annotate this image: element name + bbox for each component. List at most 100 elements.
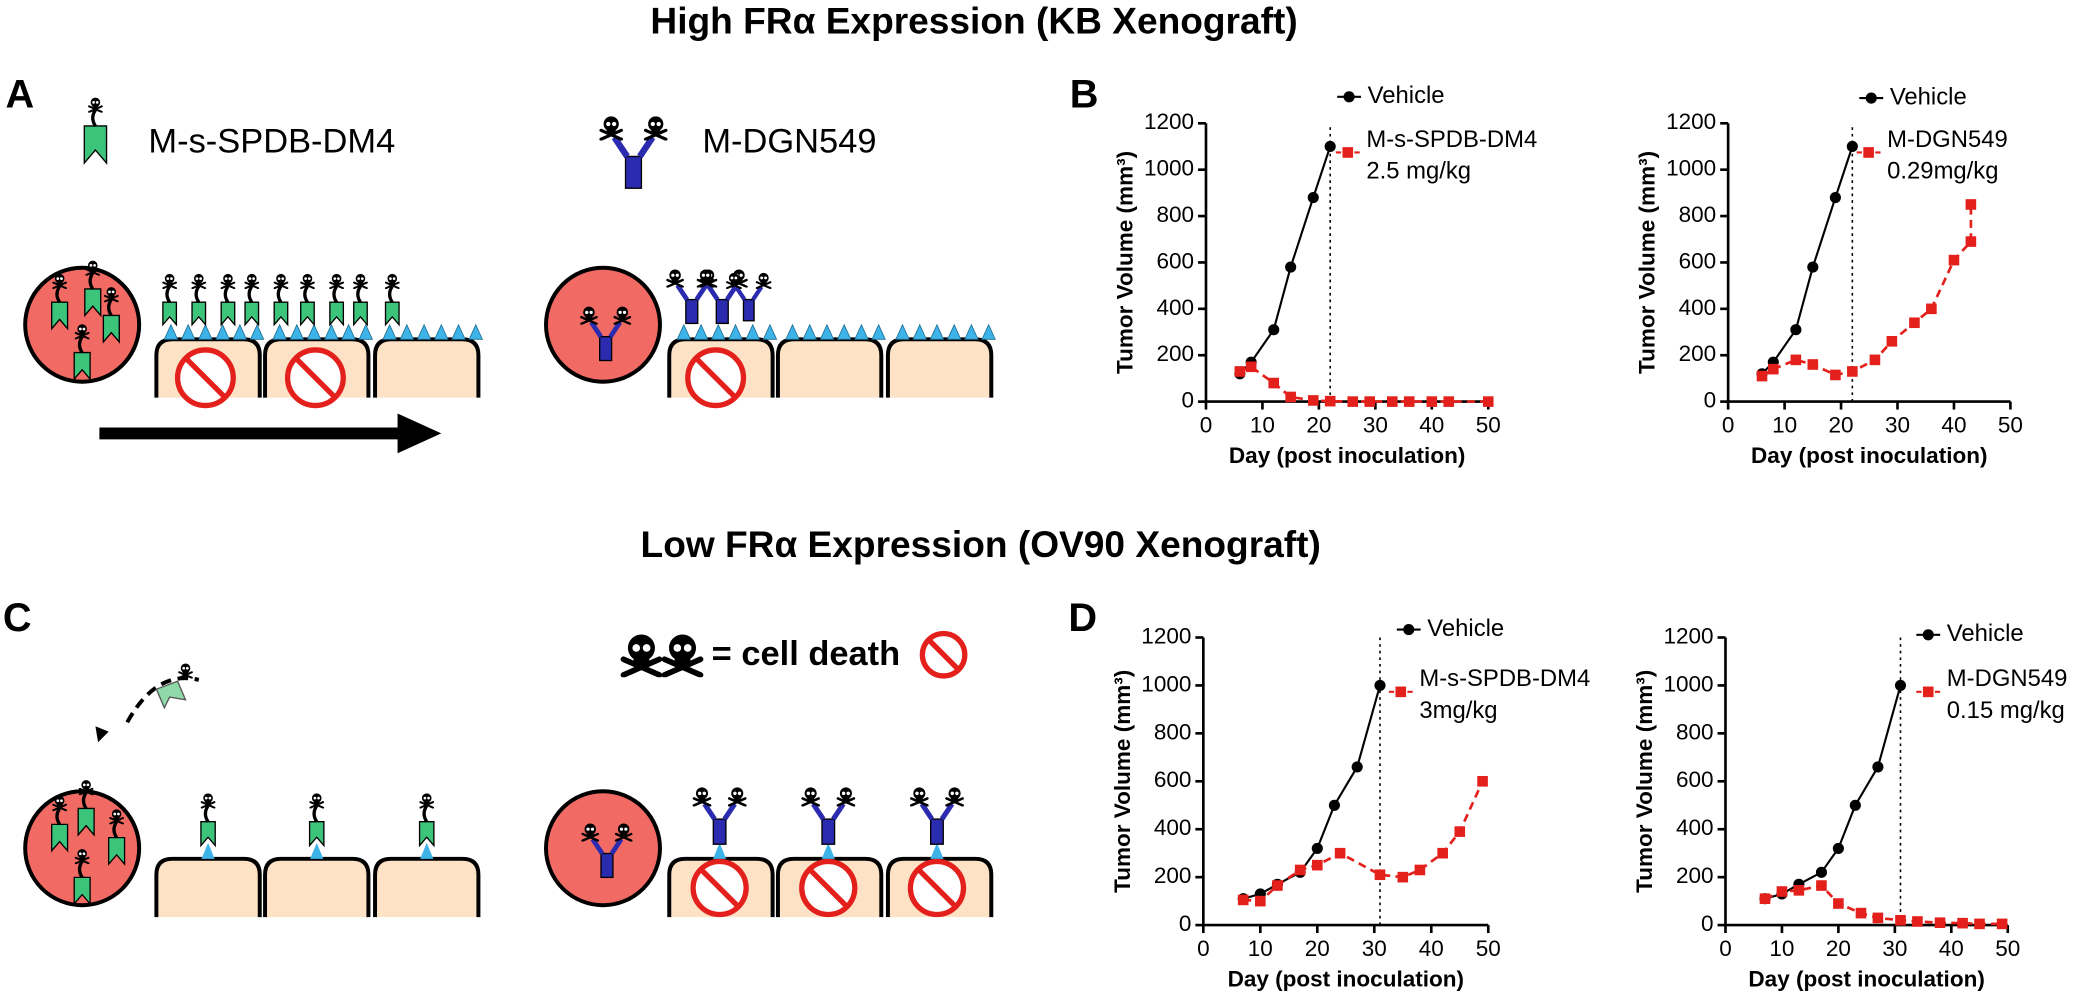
adc-green xyxy=(83,125,108,165)
chart: 0 200 400 600 800 1000 1200 0 10 20 30 40 50 Day (pos… xyxy=(1635,83,2023,468)
linker xyxy=(223,285,230,304)
tumor-cell xyxy=(544,789,662,908)
data-point xyxy=(1328,799,1340,811)
receptor xyxy=(785,323,800,340)
data-point xyxy=(1397,871,1409,883)
adc-blue xyxy=(624,155,643,189)
adc-green xyxy=(73,351,91,381)
data-point xyxy=(1245,361,1257,373)
data-point xyxy=(1948,254,1960,266)
data-point xyxy=(1926,303,1937,315)
diagram xyxy=(23,96,996,918)
no-sign-slash xyxy=(294,356,337,399)
legend-marker xyxy=(1863,147,1874,158)
legend-marker xyxy=(1403,623,1415,636)
receptor xyxy=(416,323,432,340)
data-point xyxy=(1855,907,1867,919)
adc-green xyxy=(162,301,178,327)
linker xyxy=(356,285,362,304)
adc-green xyxy=(102,314,120,344)
data-point xyxy=(1895,914,1906,926)
legend-label: M-DGN549 xyxy=(1947,665,2068,692)
receptor xyxy=(180,323,196,340)
cell xyxy=(775,337,884,398)
cell xyxy=(373,337,481,398)
y-tick-label: 1200 xyxy=(1144,109,1194,134)
data-point xyxy=(1268,324,1280,336)
receptor xyxy=(272,323,287,340)
adc-arms xyxy=(919,802,955,821)
x-tick-label: 30 xyxy=(1885,413,1910,438)
data-point xyxy=(1872,761,1884,773)
data-point xyxy=(1364,396,1376,407)
y-tick-label: 600 xyxy=(1154,767,1192,792)
data-point xyxy=(1815,866,1828,878)
y-tick-label: 200 xyxy=(1679,341,1717,366)
receptor xyxy=(871,323,886,340)
adc-green xyxy=(418,821,435,848)
data-point xyxy=(1307,395,1319,406)
legend-label: M-s-SPDB-DM4 xyxy=(1419,665,1590,692)
adc-green xyxy=(200,821,216,848)
y-tick-label: 400 xyxy=(1679,295,1717,320)
data-point xyxy=(1847,366,1858,377)
linker xyxy=(55,807,62,826)
receptor xyxy=(420,842,434,859)
chart: 0 200 400 600 800 1000 1200 0 10 20 30 40 50 Day (pos… xyxy=(1632,620,2067,992)
x-tick-label: 50 xyxy=(1476,936,1501,961)
panel-letter: D xyxy=(1068,596,1097,640)
linker xyxy=(203,804,210,823)
data-point xyxy=(1894,679,1907,691)
receptor xyxy=(341,323,356,340)
chart: 0 200 400 600 800 1000 1200 0 10 20 30 40 50 Day (pos… xyxy=(1112,82,1537,468)
x-tick-label: 30 xyxy=(1363,413,1388,438)
receptor xyxy=(964,323,979,340)
x-tick-label: 30 xyxy=(1362,936,1387,961)
legend-dose: 2.5 mg/kg xyxy=(1366,158,1471,185)
heading: High FRα Expression (KB Xenograft) xyxy=(650,0,1297,42)
data-point xyxy=(1414,864,1426,876)
legend-dose: 0.29mg/kg xyxy=(1887,158,1998,185)
receptor xyxy=(451,323,466,340)
legend-marker xyxy=(1922,629,1934,641)
adc-green xyxy=(273,301,289,327)
data-point xyxy=(1334,847,1346,859)
data-point xyxy=(1849,799,1861,811)
x-axis-label: Day (post inoculation) xyxy=(1748,967,1984,992)
receptor xyxy=(745,323,760,340)
y-tick-label: 600 xyxy=(1156,248,1194,273)
data-point xyxy=(1872,912,1884,924)
y-tick-label: 1000 xyxy=(1141,671,1191,696)
y-tick-label: 0 xyxy=(1701,911,1714,936)
linker xyxy=(81,791,88,810)
x-tick-label: 40 xyxy=(1419,413,1444,438)
adc-arms xyxy=(590,837,624,855)
data-point xyxy=(1829,191,1841,204)
data-point xyxy=(1324,395,1336,407)
receptor xyxy=(163,323,179,340)
legend-marker xyxy=(1922,686,1934,698)
legend-marker xyxy=(1395,686,1407,698)
data-point xyxy=(1437,847,1448,859)
data-point xyxy=(1759,893,1771,905)
legend-label: Vehicle xyxy=(1368,82,1445,109)
y-tick-label: 200 xyxy=(1154,863,1192,888)
legend-label: M-s-SPDB-DM4 xyxy=(1366,126,1537,153)
receptor xyxy=(712,842,727,859)
adc-arms xyxy=(589,321,622,338)
data-point xyxy=(1934,917,1946,928)
data-point xyxy=(1272,880,1283,891)
data-point xyxy=(1793,885,1805,896)
data-point xyxy=(1965,199,1977,210)
cell xyxy=(885,337,994,398)
x-tick-label: 10 xyxy=(1769,936,1794,961)
y-axis-label: Tumor Volume (mm³) xyxy=(1112,151,1137,374)
adc-arms xyxy=(811,802,846,821)
data-point xyxy=(1426,396,1438,407)
chart: 0 200 400 600 800 1000 1200 0 10 20 30 40 50 Day (pos… xyxy=(1110,615,1590,992)
tumor-cell xyxy=(544,265,662,384)
y-axis-label: Tumor Volume (mm³) xyxy=(1632,670,1657,893)
receptor xyxy=(728,323,743,340)
